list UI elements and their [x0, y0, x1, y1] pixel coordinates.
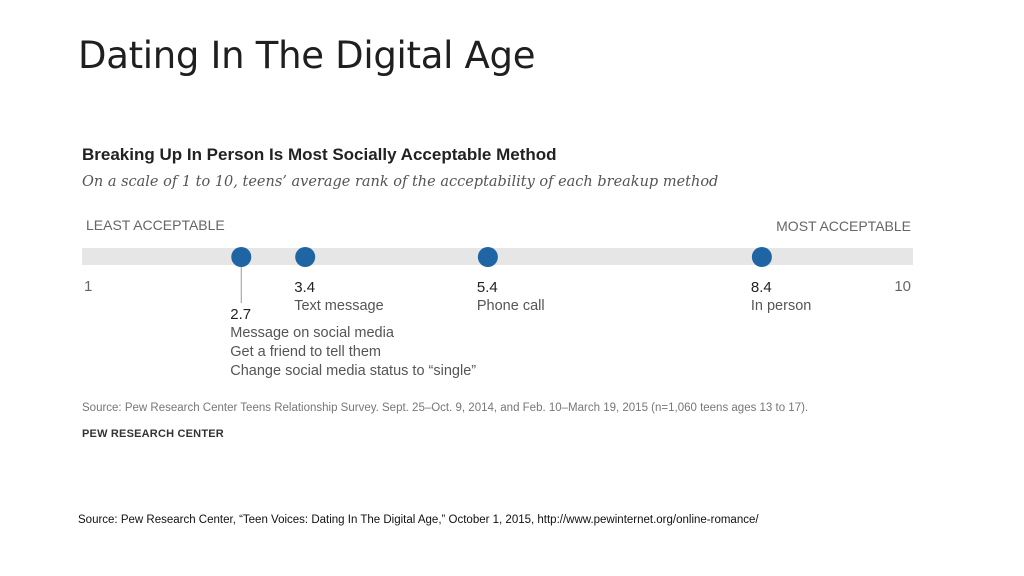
point-category-label: Get a friend to tell them [230, 344, 381, 360]
point-category-label: Text message [294, 298, 383, 314]
point-value-label: 2.7 [230, 306, 251, 323]
chart-title: Breaking Up In Person Is Most Socially A… [82, 145, 557, 164]
most-acceptable-label: MOST ACCEPTABLE [776, 218, 911, 234]
point-category-label: Message on social media [230, 325, 395, 341]
data-point [231, 247, 252, 267]
point-value-label: 8.4 [751, 279, 772, 296]
point-category-label: Change social media status to “single” [230, 363, 476, 379]
point-category-label: In person [751, 298, 811, 314]
slide-source: Source: Pew Research Center, “Teen Voice… [78, 514, 759, 526]
point-category-label: Phone call [477, 298, 545, 314]
chart-subtitle: On a scale of 1 to 10, teens’ average ra… [82, 174, 719, 190]
chart-source: Source: Pew Research Center Teens Relati… [82, 402, 809, 414]
data-point [477, 247, 498, 267]
point-value-label: 5.4 [477, 279, 498, 296]
point-value-label: 3.4 [294, 279, 315, 296]
data-point [295, 247, 316, 267]
chart-brand: PEW RESEARCH CENTER [82, 428, 224, 440]
tick-label-min: 1 [84, 278, 92, 295]
data-point [751, 247, 772, 267]
tick-label-max: 10 [894, 278, 911, 295]
least-acceptable-label: LEAST ACCEPTABLE [86, 217, 225, 233]
points-layer: 2.7 Message on social media Get a friend t… [230, 247, 811, 379]
slide-title: Dating In The Digital Age [78, 34, 536, 77]
